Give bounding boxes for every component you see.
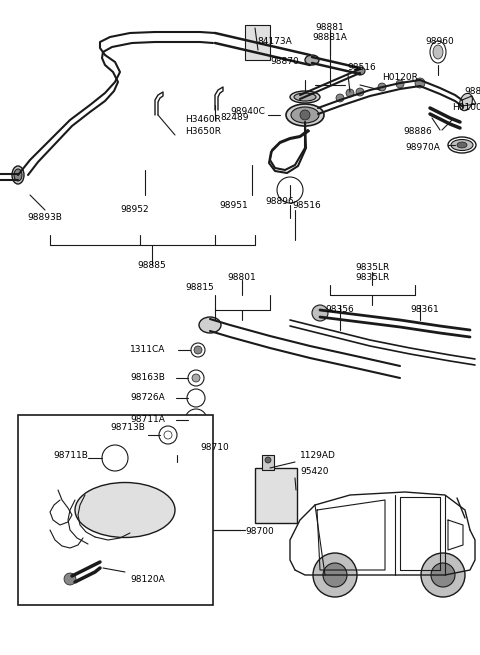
Circle shape [415,78,425,88]
Text: 98952: 98952 [120,206,149,214]
Text: 9835LR: 9835LR [355,274,389,282]
Ellipse shape [294,93,316,101]
Text: 98361: 98361 [410,305,439,314]
Text: 98516: 98516 [348,64,376,73]
Text: 98700: 98700 [245,527,274,536]
Ellipse shape [451,140,473,151]
Circle shape [323,563,347,587]
Ellipse shape [12,166,24,184]
Circle shape [102,445,128,471]
Ellipse shape [355,67,365,75]
Circle shape [191,343,205,357]
Circle shape [106,449,124,467]
Text: 98516: 98516 [292,200,321,210]
Circle shape [191,415,201,425]
Bar [245,25,270,60]
Text: H0120R: H0120R [382,73,418,83]
Text: 98711A: 98711A [130,415,165,424]
Text: 1311CA: 1311CA [130,345,165,354]
Text: 98801: 98801 [228,274,256,282]
Text: 98970A: 98970A [405,143,440,153]
Text: 98940C: 98940C [230,107,265,117]
Circle shape [194,346,202,354]
Ellipse shape [433,45,443,59]
Text: 98163B: 98163B [130,373,165,383]
Ellipse shape [448,137,476,153]
Circle shape [431,563,455,587]
Text: 82489: 82489 [220,113,249,122]
Circle shape [312,305,328,321]
Circle shape [159,426,177,444]
Text: 98711B: 98711B [53,451,88,460]
Circle shape [300,110,310,120]
Circle shape [336,94,344,102]
Circle shape [187,389,205,407]
Text: 98886: 98886 [403,128,432,136]
Text: 98120A: 98120A [130,576,165,584]
Circle shape [277,177,303,203]
Text: 98860: 98860 [464,88,480,96]
Text: 9835LR: 9835LR [355,263,389,272]
Text: 98815: 98815 [186,284,215,293]
Circle shape [421,553,465,597]
Text: 98713B: 98713B [110,424,145,432]
Text: 98893B: 98893B [27,214,62,223]
Text: 98356: 98356 [325,305,354,314]
Circle shape [188,370,204,386]
Text: 98896: 98896 [265,198,294,206]
Circle shape [378,83,386,91]
Text: 98881A: 98881A [312,33,348,43]
Circle shape [281,181,299,199]
Text: 98870: 98870 [271,58,300,67]
Bar [255,468,297,523]
Text: H3650R: H3650R [185,128,221,136]
Circle shape [64,573,76,585]
Text: 98881: 98881 [316,24,344,33]
Text: 98960: 98960 [426,37,455,47]
Text: H0100R: H0100R [452,103,480,113]
Text: 1129AD: 1129AD [300,451,336,460]
Circle shape [356,88,364,96]
Ellipse shape [14,169,22,181]
Text: H3460R: H3460R [185,115,221,124]
Circle shape [396,80,404,88]
Circle shape [265,457,271,463]
Text: 84173A: 84173A [258,37,292,47]
Circle shape [164,431,172,439]
Bar [18,415,213,605]
Ellipse shape [199,317,221,333]
Ellipse shape [459,93,472,111]
Ellipse shape [457,142,467,148]
Circle shape [185,409,207,431]
Circle shape [190,392,202,404]
Ellipse shape [286,104,324,126]
Ellipse shape [75,483,175,538]
Circle shape [346,89,354,97]
Bar [262,455,274,470]
Circle shape [192,374,200,382]
Text: 98951: 98951 [219,200,248,210]
Text: 98710: 98710 [200,443,229,453]
Text: 98726A: 98726A [130,394,165,403]
Text: 98885: 98885 [138,261,167,269]
Ellipse shape [430,41,446,63]
Ellipse shape [290,91,320,103]
Text: 95420: 95420 [300,468,328,476]
Ellipse shape [291,107,319,123]
Circle shape [313,553,357,597]
Ellipse shape [305,55,319,65]
